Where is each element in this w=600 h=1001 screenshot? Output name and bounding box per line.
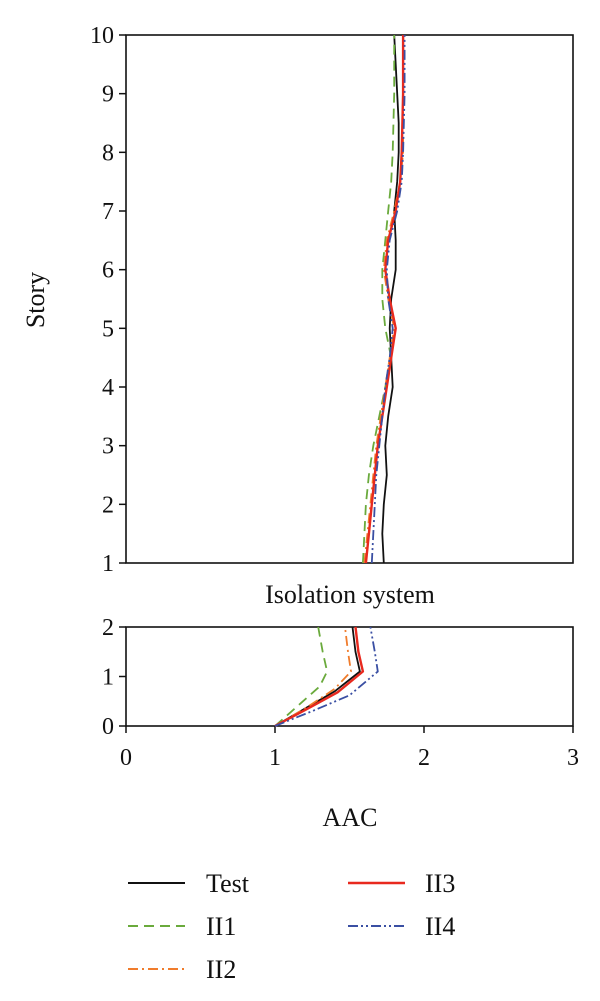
xtick-label-0: 0 xyxy=(120,745,132,771)
upper-ytick-label-8: 8 xyxy=(102,140,114,166)
lower-series-ii1 xyxy=(274,626,329,727)
upper-ytick-label-10: 10 xyxy=(90,23,114,49)
upper-series-test xyxy=(381,34,400,564)
xtick-label-2: 2 xyxy=(418,745,430,771)
lower-plot-frame xyxy=(125,626,574,727)
ylabel-story: Story xyxy=(21,272,50,328)
xlabel-aac: AAC xyxy=(323,803,378,832)
lower-ytick-label-2: 2 xyxy=(102,615,114,641)
upper-ytick-label-5: 5 xyxy=(102,316,114,342)
upper-ytick-label-6: 6 xyxy=(102,258,114,284)
upper-ytick-label-3: 3 xyxy=(102,434,114,460)
lower-ytick-label-1: 1 xyxy=(102,665,114,691)
xtick-label-1: 1 xyxy=(269,745,281,771)
upper-ytick-label-2: 2 xyxy=(102,492,114,518)
legend-label-ii4: II4 xyxy=(425,912,455,941)
upper-ytick-label-4: 4 xyxy=(102,375,114,401)
isolation-system-title: Isolation system xyxy=(265,580,435,609)
upper-series-ii2 xyxy=(363,35,405,564)
upper-ytick-label-9: 9 xyxy=(102,82,114,108)
xtick-label-3: 3 xyxy=(567,745,579,771)
upper-series-ii4 xyxy=(370,35,406,564)
upper-series-ii3 xyxy=(364,35,405,564)
lower-series-ii2 xyxy=(274,626,352,727)
legend-label-ii1: II1 xyxy=(206,912,236,941)
legend: Test II1 II2 II3 II4 xyxy=(128,869,455,984)
upper-ytick-label-1: 1 xyxy=(102,551,114,577)
lower-series-ii4 xyxy=(274,626,379,727)
lower-series-ii3 xyxy=(274,626,365,728)
legend-label-ii3: II3 xyxy=(425,869,455,898)
legend-label-test: Test xyxy=(206,869,250,898)
upper-plot-frame xyxy=(125,34,574,564)
legend-label-ii2: II2 xyxy=(206,955,236,984)
lower-ytick-label-0: 0 xyxy=(102,714,114,740)
lower-isolation-panel: 0 1 2 0 1 2 3 xyxy=(102,615,579,771)
upper-story-panel: 1 2 3 4 5 6 7 8 9 10 xyxy=(90,23,574,577)
upper-ytick-label-7: 7 xyxy=(102,199,114,225)
